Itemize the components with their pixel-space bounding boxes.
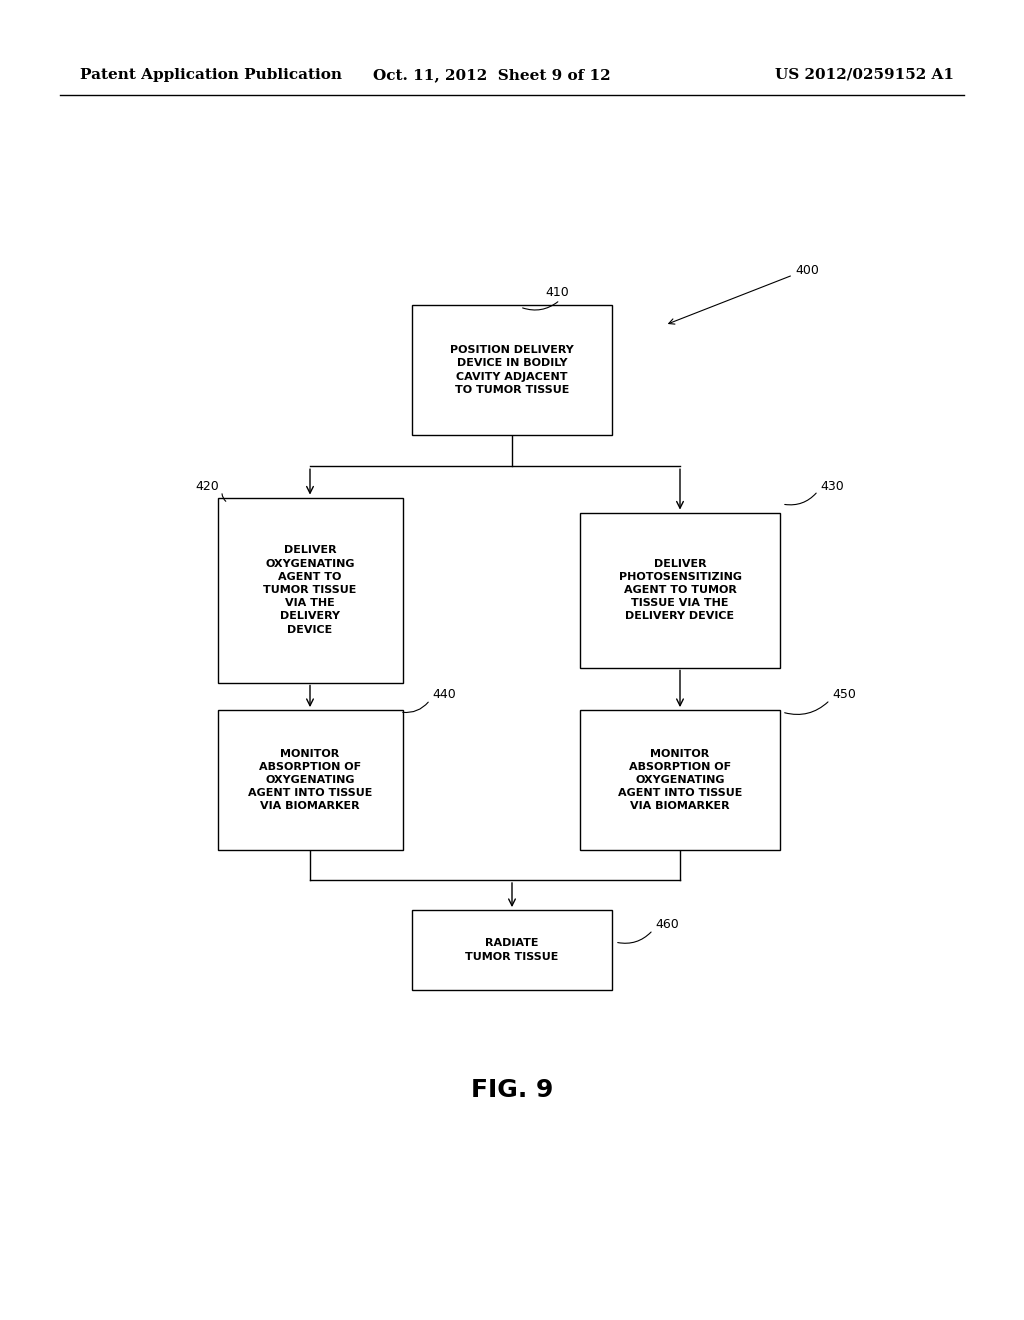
Text: POSITION DELIVERY
DEVICE IN BODILY
CAVITY ADJACENT
TO TUMOR TISSUE: POSITION DELIVERY DEVICE IN BODILY CAVIT… bbox=[451, 346, 573, 395]
FancyArrowPatch shape bbox=[222, 494, 226, 502]
Bar bbox=[412, 909, 612, 990]
Text: 430: 430 bbox=[820, 479, 844, 492]
Text: 420: 420 bbox=[195, 479, 219, 492]
Text: RADIATE
TUMOR TISSUE: RADIATE TUMOR TISSUE bbox=[465, 939, 559, 961]
FancyArrowPatch shape bbox=[784, 702, 828, 714]
Text: US 2012/0259152 A1: US 2012/0259152 A1 bbox=[775, 69, 954, 82]
Bar bbox=[412, 305, 612, 436]
Text: 400: 400 bbox=[795, 264, 819, 276]
Text: Patent Application Publication: Patent Application Publication bbox=[80, 69, 342, 82]
FancyArrowPatch shape bbox=[784, 494, 816, 504]
Text: MONITOR
ABSORPTION OF
OXYGENATING
AGENT INTO TISSUE
VIA BIOMARKER: MONITOR ABSORPTION OF OXYGENATING AGENT … bbox=[248, 748, 372, 812]
Text: DELIVER
PHOTOSENSITIZING
AGENT TO TUMOR
TISSUE VIA THE
DELIVERY DEVICE: DELIVER PHOTOSENSITIZING AGENT TO TUMOR … bbox=[618, 558, 741, 622]
Text: DELIVER
OXYGENATING
AGENT TO
TUMOR TISSUE
VIA THE
DELIVERY
DEVICE: DELIVER OXYGENATING AGENT TO TUMOR TISSU… bbox=[263, 545, 356, 635]
Text: MONITOR
ABSORPTION OF
OXYGENATING
AGENT INTO TISSUE
VIA BIOMARKER: MONITOR ABSORPTION OF OXYGENATING AGENT … bbox=[617, 748, 742, 812]
Bar bbox=[580, 710, 780, 850]
Bar bbox=[217, 710, 402, 850]
Text: 440: 440 bbox=[432, 689, 456, 701]
FancyArrowPatch shape bbox=[669, 276, 791, 325]
FancyArrowPatch shape bbox=[522, 302, 558, 310]
FancyArrowPatch shape bbox=[617, 932, 651, 944]
Text: Oct. 11, 2012  Sheet 9 of 12: Oct. 11, 2012 Sheet 9 of 12 bbox=[373, 69, 610, 82]
Text: 460: 460 bbox=[655, 919, 679, 932]
Text: 410: 410 bbox=[545, 286, 568, 300]
Bar bbox=[217, 498, 402, 682]
Bar bbox=[580, 512, 780, 668]
Text: 450: 450 bbox=[831, 689, 856, 701]
FancyArrowPatch shape bbox=[402, 702, 428, 713]
Text: FIG. 9: FIG. 9 bbox=[471, 1078, 553, 1102]
